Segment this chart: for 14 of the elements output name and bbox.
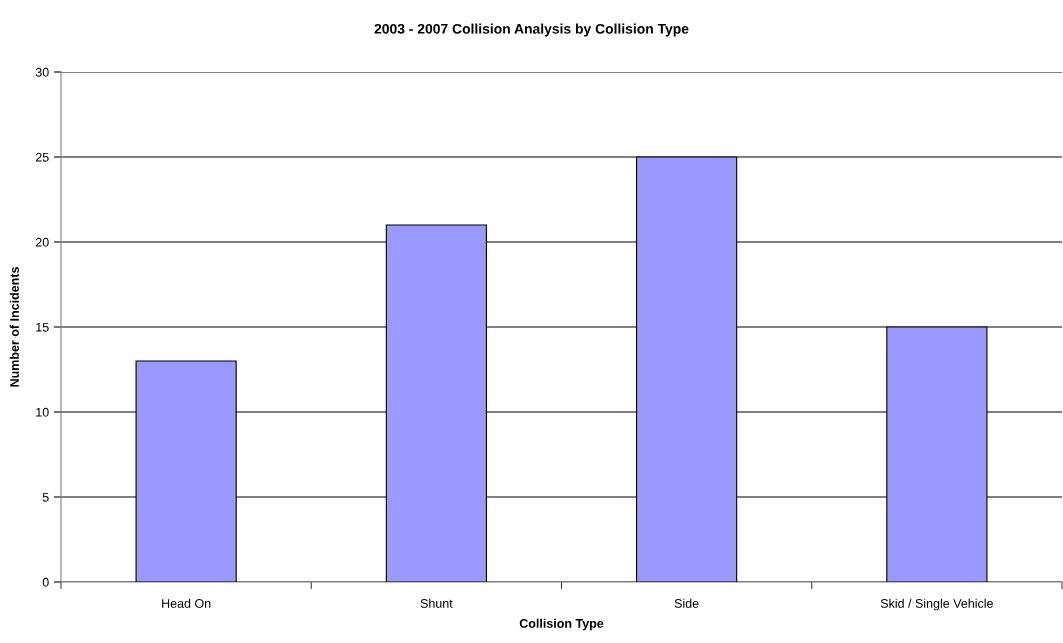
x-axis-title: Collision Type xyxy=(519,618,604,631)
y-tick-label: 0 xyxy=(42,577,49,587)
x-tick-label: Side xyxy=(674,598,699,608)
y-tick-label: 20 xyxy=(35,237,49,247)
y-tick-label: 5 xyxy=(42,492,49,502)
y-axis-title: Number of Incidents xyxy=(9,267,19,387)
x-tick-label: Head On xyxy=(162,598,211,608)
y-tick-label: 10 xyxy=(36,407,49,417)
x-tick-label: Shunt xyxy=(420,598,453,608)
x-tick-label: Skid / Single Vehicle xyxy=(880,598,993,611)
y-tick-label: 25 xyxy=(35,152,49,162)
y-tick-label: 30 xyxy=(35,67,49,77)
y-tick-label: 15 xyxy=(36,322,49,332)
chart-title: 2003 - 2007 Collision Analysis by Collision Type xyxy=(374,23,689,37)
